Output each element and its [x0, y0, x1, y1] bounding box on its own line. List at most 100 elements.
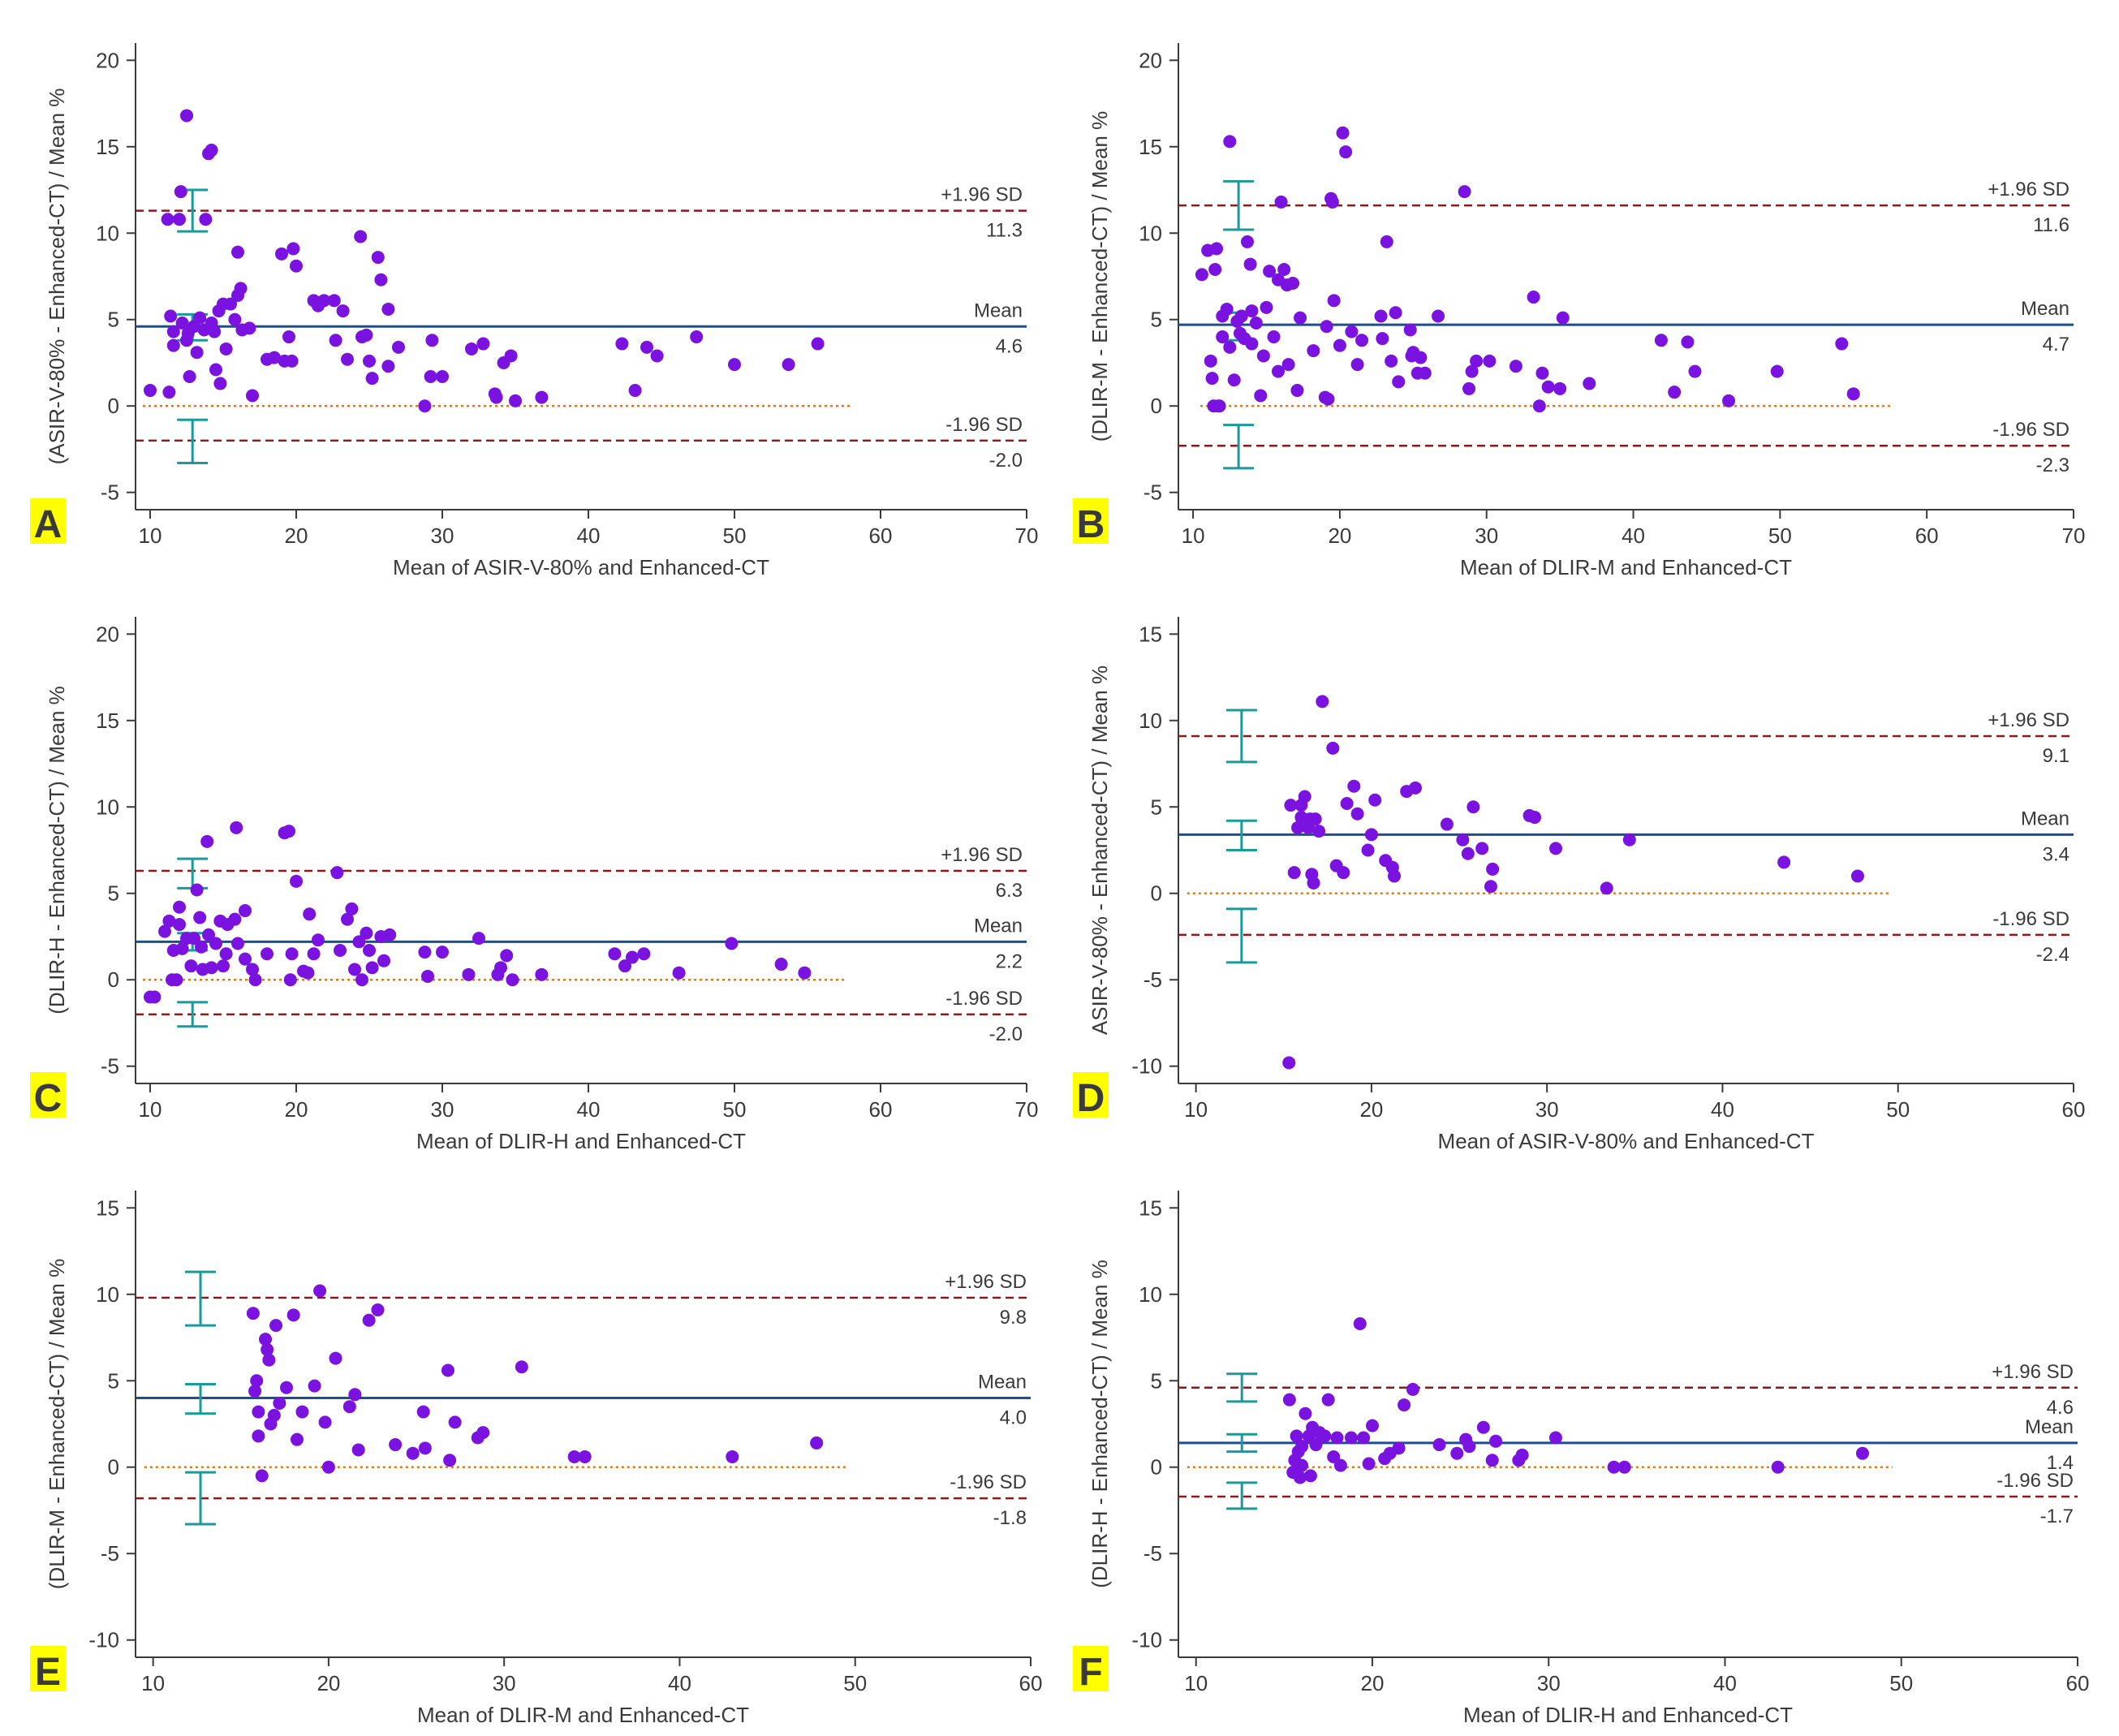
panel-label: A	[34, 503, 62, 546]
data-point	[1398, 1398, 1411, 1412]
data-point	[672, 966, 686, 980]
x-tick-label: 40	[668, 1671, 691, 1695]
data-point	[1486, 862, 1500, 876]
ci-bar-mean	[1225, 819, 1257, 851]
data-point	[1333, 338, 1346, 352]
y-tick-label: 15	[1139, 135, 1162, 159]
mean-value: 1.4	[2047, 1452, 2074, 1474]
data-point	[1528, 811, 1542, 825]
data-point	[626, 950, 639, 964]
x-tick-label: 50	[1886, 1097, 1910, 1122]
data-point	[1450, 1446, 1464, 1460]
y-tick-label: 5	[1151, 1368, 1162, 1393]
data-point	[1509, 360, 1522, 373]
data-point	[268, 351, 281, 364]
data-point	[1293, 1471, 1307, 1484]
data-point	[1340, 797, 1354, 810]
data-point	[195, 940, 208, 954]
data-point	[162, 386, 176, 399]
data-point	[1333, 1458, 1347, 1472]
data-point	[1271, 364, 1285, 378]
data-point	[269, 1319, 283, 1333]
data-point	[371, 251, 385, 265]
data-point	[354, 230, 368, 243]
data-point	[406, 1446, 420, 1460]
data-point	[1204, 354, 1217, 368]
data-point	[381, 302, 395, 316]
x-tick-label: 20	[317, 1671, 340, 1695]
x-tick-label: 50	[723, 1097, 747, 1122]
data-point	[1240, 235, 1254, 248]
data-point	[1344, 1431, 1358, 1445]
data-point	[1249, 317, 1263, 330]
data-point	[728, 358, 741, 372]
data-point	[1835, 337, 1849, 351]
data-points	[1282, 1316, 1869, 1484]
data-point	[285, 354, 299, 368]
data-point	[282, 330, 295, 344]
x-tick-label: 70	[2062, 523, 2086, 548]
data-point	[1362, 1457, 1376, 1471]
x-tick-label: 20	[1328, 523, 1351, 548]
data-point	[290, 874, 303, 888]
panel-f: -10 -5 0 5 10 15 10 20 30 40 50 60 Mean of DLIR-H an…	[1073, 1191, 2089, 1727]
data-point	[1532, 399, 1546, 413]
upper-loa-value: 6.3	[996, 880, 1023, 902]
data-point	[342, 1400, 356, 1414]
upper-loa-label: +1.96 SD	[941, 184, 1023, 206]
x-tick-label: 40	[1622, 523, 1645, 548]
data-point	[1321, 1393, 1335, 1406]
data-point	[283, 973, 297, 987]
x-axis-title: Mean of DLIR-M and Enhanced-CT	[1460, 555, 1792, 579]
data-point	[1212, 399, 1226, 413]
data-point	[208, 325, 222, 338]
data-point	[476, 337, 490, 351]
data-points	[144, 109, 825, 413]
data-point	[1556, 311, 1570, 325]
data-point	[199, 213, 213, 226]
x-tick-label: 60	[1915, 523, 1939, 548]
data-point	[725, 937, 739, 950]
data-point	[219, 342, 233, 355]
data-point	[690, 330, 704, 344]
upper-loa-value: 9.1	[2043, 745, 2069, 767]
data-point	[224, 297, 237, 311]
data-point	[1339, 145, 1353, 159]
data-point	[231, 245, 244, 259]
data-point	[1462, 1440, 1476, 1454]
data-point	[1295, 1458, 1309, 1472]
data-point	[1245, 337, 1259, 351]
data-point	[1541, 380, 1555, 394]
data-point	[381, 360, 395, 373]
x-axis-title: Mean of DLIR-M and Enhanced-CT	[417, 1703, 749, 1727]
data-point	[173, 918, 186, 932]
panel-label-highlight	[30, 1072, 66, 1118]
data-point	[313, 1284, 327, 1298]
data-point	[615, 337, 629, 351]
data-point	[170, 973, 183, 987]
y-tick-label: 15	[1139, 622, 1162, 646]
data-point	[1553, 381, 1567, 395]
data-point	[637, 947, 651, 961]
x-tick-label: 40	[1713, 1671, 1737, 1695]
data-point	[1654, 334, 1668, 347]
data-point	[1307, 876, 1320, 890]
data-point	[1303, 1469, 1317, 1483]
data-point	[1227, 373, 1241, 387]
panel-d: -10 -5 0 5 10 15 10 20 30 40 50 60 Mean of ASIR-V-80…	[1073, 617, 2085, 1153]
data-point	[348, 963, 361, 976]
data-point	[166, 325, 180, 338]
data-point	[255, 1469, 269, 1483]
data-point	[348, 1388, 362, 1402]
data-point	[175, 941, 189, 955]
data-point	[1320, 320, 1333, 334]
data-point	[1274, 195, 1288, 209]
data-point	[1418, 366, 1432, 380]
upper-loa-value: 11.6	[2033, 214, 2069, 236]
ci-bar-lower	[177, 1001, 209, 1028]
data-points	[1282, 695, 1864, 1070]
data-point	[640, 340, 653, 354]
data-point	[1307, 344, 1320, 358]
x-tick-label: 70	[1015, 1097, 1039, 1122]
